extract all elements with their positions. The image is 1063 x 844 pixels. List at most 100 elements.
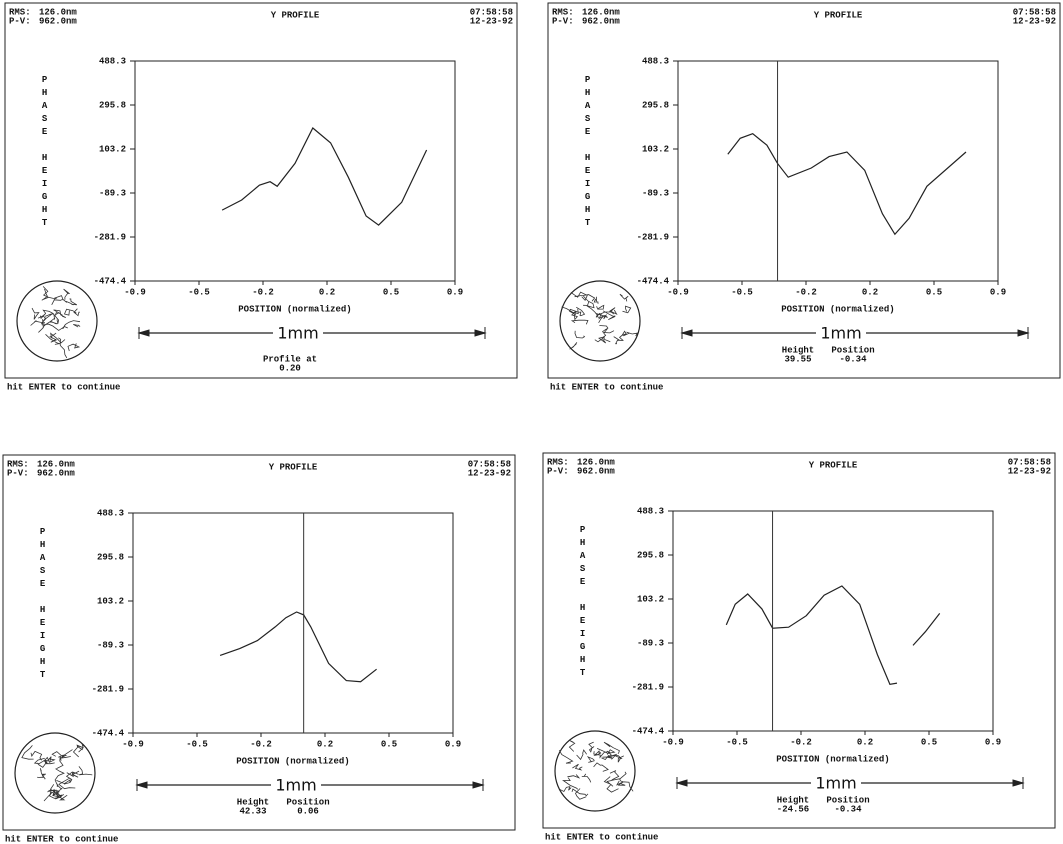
rms-label: RMS: [547, 457, 569, 467]
pv-value: 962.0nm [37, 468, 75, 478]
chart-title: Y PROFILE [814, 10, 863, 20]
y-tick-label: 103.2 [637, 594, 664, 604]
x-axis-label: POSITION (normalized) [776, 754, 889, 764]
y-tick-label: -89.3 [97, 640, 124, 650]
plot-frame [677, 60, 999, 282]
pv-value: 962.0nm [39, 16, 77, 26]
scale-label-bg [271, 776, 321, 794]
scale-label-bg [811, 774, 861, 792]
x-tick-label: -0.9 [124, 287, 146, 297]
date: 12-23-92 [470, 16, 513, 26]
scale-label: 1mm [815, 774, 856, 793]
x-tick-label: 0.2 [862, 287, 878, 297]
chart-title: Y PROFILE [269, 462, 318, 472]
cursor-position-value: -0.34 [834, 804, 862, 814]
cursor-position-value: -0.34 [839, 354, 867, 364]
pv-label: P-V: [552, 16, 574, 26]
cursor-position-label: Position [831, 345, 874, 355]
profile-line [219, 611, 377, 683]
y-tick-label: 488.3 [637, 506, 664, 516]
sample-map [554, 730, 636, 812]
y-tick-label: 103.2 [99, 144, 126, 154]
profile-line [725, 585, 898, 685]
scale-arrow [1012, 777, 1025, 789]
footer-prompt: hit ENTER to continue [550, 382, 663, 392]
scale-label: 1mm [275, 776, 316, 795]
sample-texture [558, 739, 634, 800]
x-tick-label: 0.5 [383, 287, 399, 297]
cursor-position-label: Position [286, 797, 329, 807]
x-tick-label: 0.2 [857, 737, 873, 747]
x-tick-label: 0.5 [381, 739, 397, 749]
scale-arrow [472, 779, 485, 791]
time: 07:58:58 [1008, 457, 1051, 467]
scale-label: 1mm [820, 324, 861, 343]
x-tick-label: 0.9 [985, 737, 1001, 747]
profile-line [727, 133, 967, 236]
y-tick-label: -281.9 [92, 684, 124, 694]
y-tick-label: 295.8 [97, 552, 124, 562]
pv-value: 962.0nm [582, 16, 620, 26]
y-axis-label: PHASE HEIGHT [40, 75, 50, 231]
panel-frame [547, 2, 1061, 379]
x-tick-label: -0.2 [252, 287, 274, 297]
rms-label: RMS: [7, 459, 29, 469]
footer-prompt: hit ENTER to continue [545, 832, 658, 842]
x-tick-label: -0.5 [186, 739, 208, 749]
time: 07:58:58 [468, 459, 511, 469]
footer-prompt: hit ENTER to continue [7, 382, 120, 392]
y-tick-label: -474.4 [94, 276, 127, 286]
plot-frame [672, 510, 994, 732]
y-tick-label: 103.2 [97, 596, 124, 606]
readout-label: Profile at [263, 354, 317, 364]
profile-line [221, 127, 428, 226]
x-tick-label: -0.2 [250, 739, 272, 749]
y-tick-label: 488.3 [97, 508, 124, 518]
y-tick-label: -474.4 [632, 726, 665, 736]
rms-value: 126.0nm [582, 7, 620, 17]
time: 07:58:58 [470, 7, 513, 17]
rms-value: 126.0nm [577, 457, 615, 467]
y-axis-label: PHASE HEIGHT [38, 527, 48, 683]
panel-frame [4, 2, 518, 379]
date: 12-23-92 [1013, 16, 1056, 26]
x-tick-label: -0.9 [122, 739, 144, 749]
y-tick-label: 295.8 [637, 550, 664, 560]
y-tick-label: -474.4 [637, 276, 670, 286]
y-tick-label: 103.2 [642, 144, 669, 154]
scale-label-bg [816, 324, 866, 342]
y-tick-label: -89.3 [642, 188, 669, 198]
cursor-position-value: 0.06 [297, 806, 319, 816]
y-tick-label: 488.3 [642, 56, 669, 66]
profile-line [912, 613, 941, 646]
x-tick-label: -0.9 [662, 737, 684, 747]
x-tick-label: 0.5 [921, 737, 937, 747]
x-tick-label: -0.2 [790, 737, 812, 747]
x-axis-label: POSITION (normalized) [236, 756, 349, 766]
y-axis-label: PHASE HEIGHT [583, 75, 593, 231]
x-tick-label: -0.5 [726, 737, 748, 747]
plot-frame [134, 60, 456, 282]
rms-value: 126.0nm [37, 459, 75, 469]
sample-texture [30, 286, 81, 359]
pv-label: P-V: [7, 468, 29, 478]
readout-value: 0.20 [279, 363, 301, 373]
scale-label: 1mm [277, 324, 318, 343]
plot-frame [132, 512, 454, 734]
panel-frame [542, 452, 1056, 829]
x-tick-label: -0.5 [731, 287, 753, 297]
y-tick-label: -281.9 [94, 232, 126, 242]
chart-title: Y PROFILE [271, 10, 320, 20]
cursor-height-value: 42.33 [239, 806, 266, 816]
x-tick-label: -0.2 [795, 287, 817, 297]
x-axis-label: POSITION (normalized) [238, 304, 351, 314]
footer-prompt: hit ENTER to continue [5, 834, 118, 844]
y-tick-label: -89.3 [99, 188, 126, 198]
scale-arrow [135, 779, 148, 791]
y-tick-label: -474.4 [92, 728, 125, 738]
rms-label: RMS: [552, 7, 574, 17]
